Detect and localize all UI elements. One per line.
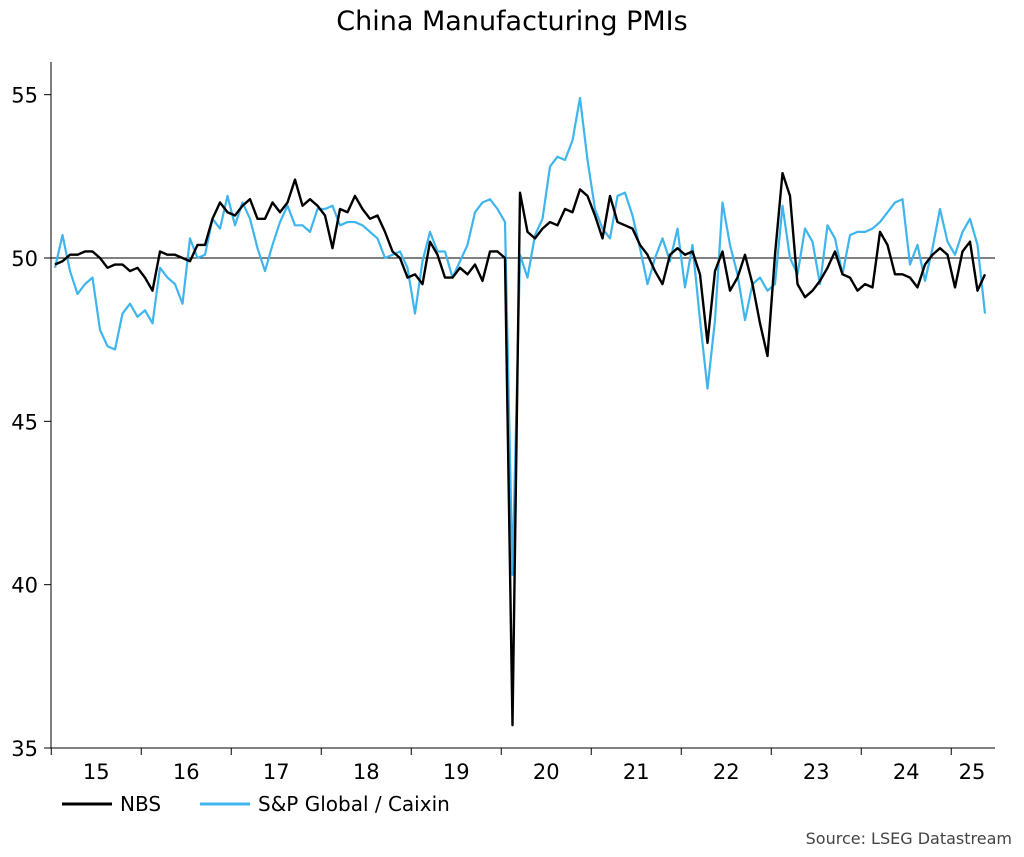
- y-tick-label: 55: [11, 84, 38, 108]
- x-tick-label: 20: [533, 760, 560, 784]
- legend: NBS S&P Global / Caixin: [62, 792, 450, 816]
- x-tick-label: 17: [263, 760, 290, 784]
- plot-area: 35 40 45 50 55 15 16 17 18 19 20 21 22 23 24 25: [11, 62, 995, 784]
- series-lines: [53, 96, 987, 727]
- x-tick-label: 21: [623, 760, 650, 784]
- y-tick-label: 35: [11, 737, 38, 761]
- legend-label-caixin: S&P Global / Caixin: [258, 792, 450, 816]
- x-tick-label: 15: [83, 760, 110, 784]
- x-tick-label: 16: [173, 760, 200, 784]
- series-line-caixin: [53, 96, 987, 576]
- source-note: Source: LSEG Datastream: [806, 829, 1012, 848]
- y-axis-ticks: 35 40 45 50 55: [11, 84, 51, 761]
- y-tick-label: 45: [11, 410, 38, 434]
- x-axis-ticks: 15 16 17 18 19 20 21 22 23 24 25: [50, 748, 986, 784]
- chart-title: China Manufacturing PMIs: [336, 6, 687, 37]
- x-tick-label: 25: [959, 760, 986, 784]
- series-line-nbs: [54, 171, 987, 727]
- x-tick-label: 24: [893, 760, 920, 784]
- y-tick-label: 50: [11, 247, 38, 271]
- x-tick-label: 22: [713, 760, 740, 784]
- x-tick-label: 23: [803, 760, 830, 784]
- y-tick-label: 40: [11, 574, 38, 598]
- legend-label-nbs: NBS: [120, 792, 161, 816]
- x-tick-label: 19: [443, 760, 470, 784]
- x-tick-label: 18: [353, 760, 380, 784]
